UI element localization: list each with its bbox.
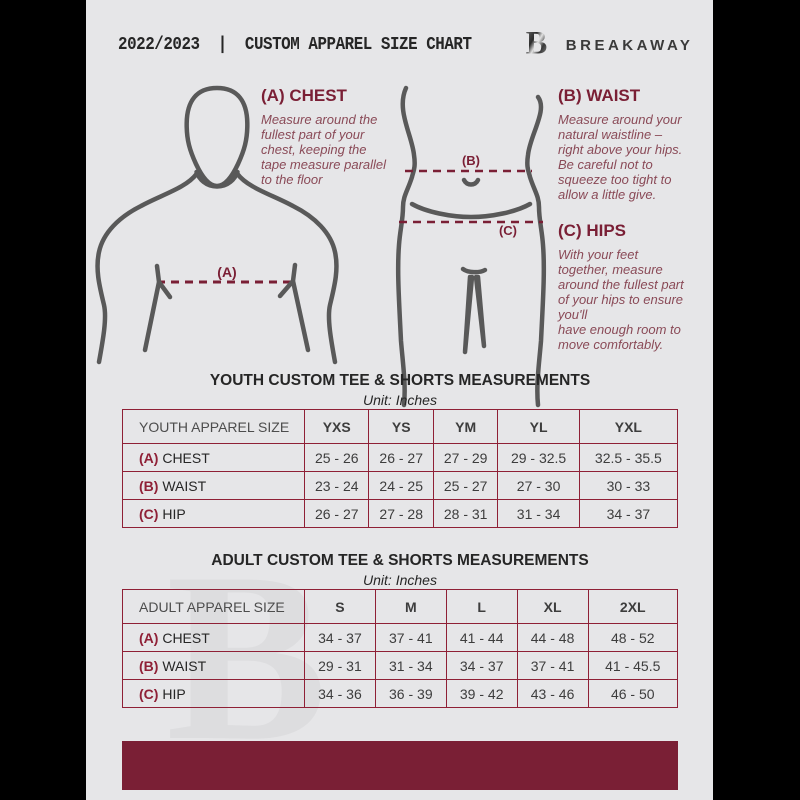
svg-text:(C): (C)	[499, 223, 517, 238]
svg-text:(B): (B)	[462, 153, 480, 168]
